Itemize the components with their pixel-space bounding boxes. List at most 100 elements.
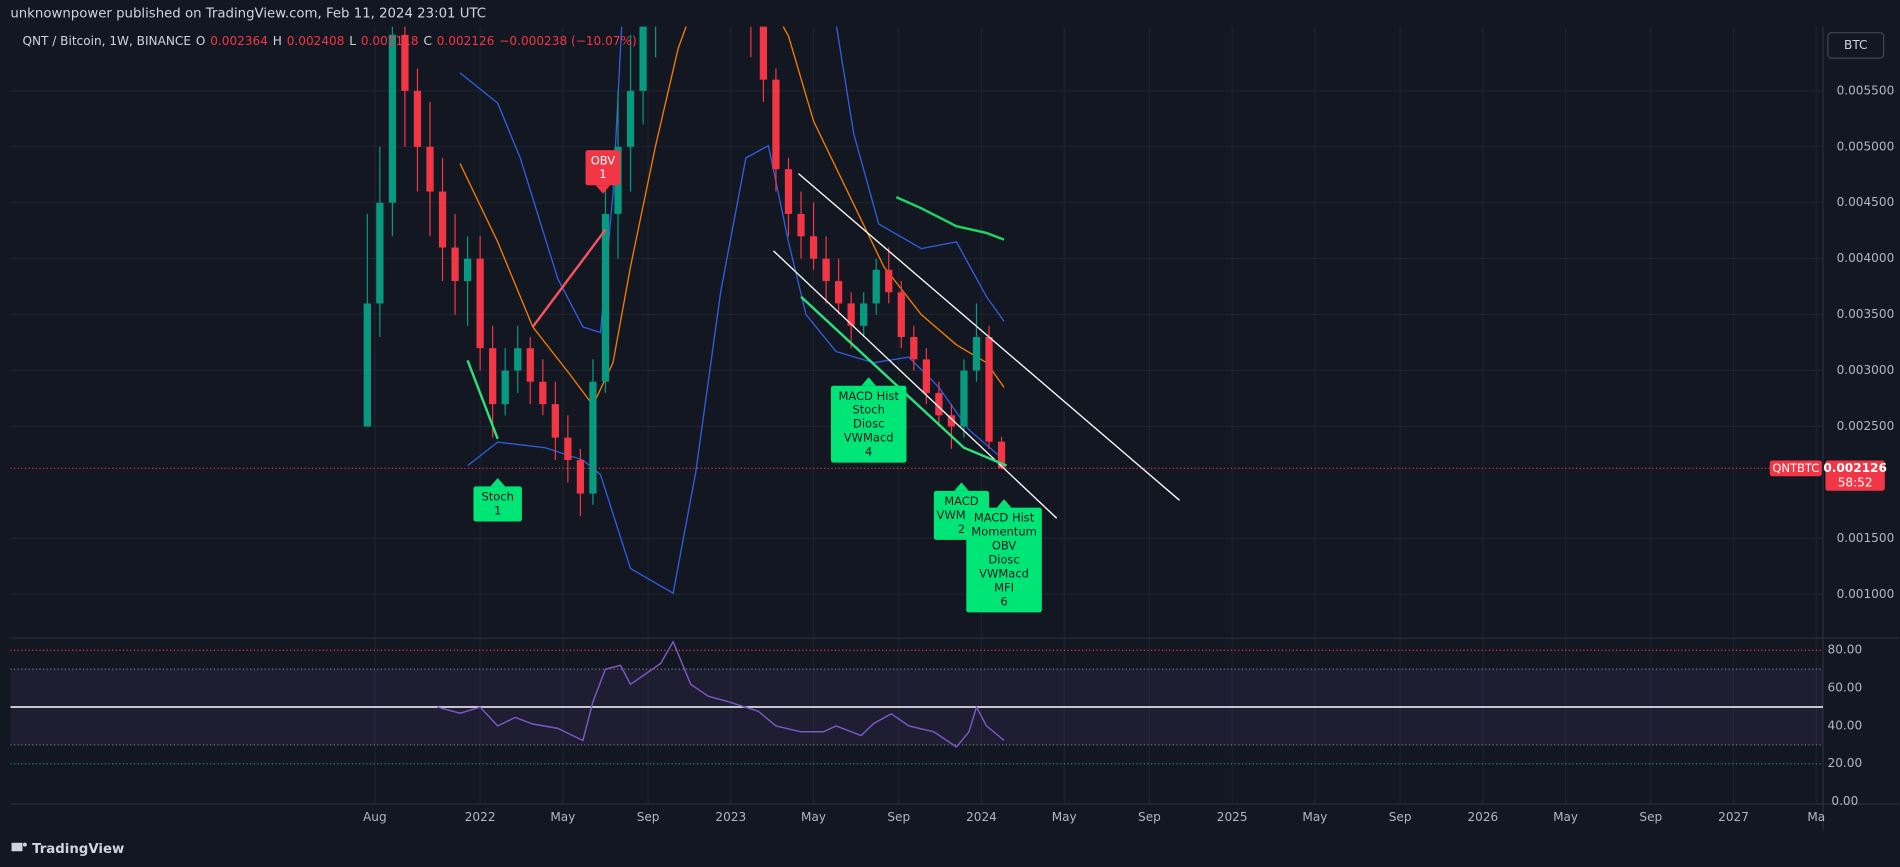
- indicator-line: [459, 26, 1005, 407]
- trend-line: [800, 295, 1008, 467]
- trend-line: [798, 173, 1180, 501]
- candle-body: [997, 441, 1006, 469]
- y-tick-label: 0.004000: [1837, 251, 1895, 265]
- rsi-tick-label: 80.00: [1828, 643, 1863, 657]
- candle-body: [972, 336, 981, 371]
- signal-text: 1: [494, 503, 501, 517]
- symbol-tag: [1769, 460, 1822, 477]
- y-tick-label: 0.003500: [1837, 307, 1895, 321]
- signal-text: 4: [865, 445, 872, 459]
- signal-pointer: [595, 185, 611, 194]
- candle-body: [935, 392, 943, 416]
- candle-body: [426, 146, 434, 192]
- rsi-pane: [10, 640, 1824, 765]
- candle-body: [922, 359, 930, 393]
- candle-body: [822, 258, 830, 282]
- signal-text: OBV: [992, 539, 1017, 553]
- legend-part: O: [196, 34, 206, 48]
- candle-body: [947, 415, 956, 427]
- signal-text: Diosc: [853, 417, 884, 431]
- signal-text: 6: [1000, 594, 1007, 608]
- candle-body: [451, 247, 459, 282]
- symbol-legend: QNT / Bitcoin, 1W, BINANCE O 0.002364 H 0.00…: [22, 34, 636, 48]
- candle-body: [539, 381, 547, 405]
- candle-body: [401, 34, 409, 91]
- y-tick-label: 0.005000: [1837, 139, 1895, 153]
- x-tick-label: Sep: [887, 810, 910, 824]
- signal-box: [830, 385, 907, 463]
- x-tick-label: Sep: [637, 810, 660, 824]
- candle-body: [626, 90, 635, 147]
- x-tick-label: 2025: [1217, 810, 1248, 824]
- y-tick-label: 0.005500: [1837, 83, 1895, 97]
- candle-body: [363, 303, 371, 427]
- signal-pointer: [954, 482, 969, 491]
- y-tick-label: 0.002500: [1837, 419, 1895, 433]
- symbol-tag-text: QNTBTC: [1772, 461, 1819, 475]
- signal-text: Stoch: [481, 490, 513, 504]
- candle-body: [847, 303, 855, 326]
- countdown-text: 58:52: [1838, 475, 1873, 489]
- x-tick-label: 2027: [1718, 810, 1749, 824]
- x-tick-label: 2024: [966, 810, 997, 824]
- signal-text: MACD Hist: [838, 389, 899, 403]
- x-tick-label: May: [1052, 810, 1077, 824]
- trend-line: [531, 228, 607, 328]
- x-tick-label: May: [1302, 810, 1327, 824]
- signal-pointer: [996, 499, 1012, 508]
- candle-body: [872, 269, 880, 304]
- rsi-tick-label: 20.00: [1828, 756, 1863, 770]
- published-line: unknownpower published on TradingView.co…: [10, 6, 486, 21]
- x-tick-label: May: [801, 810, 826, 824]
- signal-text: 2: [958, 522, 965, 536]
- legend-part: H: [273, 34, 282, 48]
- signal-pointer: [490, 477, 505, 487]
- y-tick-label: 0.001000: [1837, 587, 1895, 601]
- candle-body: [551, 404, 559, 438]
- candle-body: [759, 26, 768, 80]
- candle-body: [910, 336, 918, 360]
- x-tick-label: Aug: [363, 810, 387, 824]
- indicator-line: [459, 26, 1005, 334]
- candle-body: [576, 460, 585, 494]
- candle-body: [388, 34, 397, 203]
- signal-text: VWMacd: [979, 566, 1029, 580]
- candle-body: [897, 292, 905, 337]
- candle-body: [589, 381, 597, 494]
- indicator-line: [895, 196, 1005, 241]
- x-tick-label: 2026: [1467, 810, 1498, 824]
- rsi-tick-label: 60.00: [1828, 681, 1863, 695]
- signal-text: VWMacd: [844, 431, 894, 445]
- candle-body: [797, 213, 805, 237]
- legend-part: 0.002118: [361, 34, 419, 48]
- signal-box: [966, 507, 1042, 613]
- trend-line: [466, 360, 499, 440]
- signal-box: [473, 486, 522, 522]
- signal-text: MACD Hist: [974, 511, 1035, 525]
- y-tick-label: 0.003000: [1837, 363, 1895, 377]
- signal-text: MACD: [944, 494, 979, 508]
- price-tag-text: 0.002126: [1823, 461, 1887, 475]
- currency-label[interactable]: BTC: [1844, 38, 1867, 52]
- currency-button[interactable]: [1827, 32, 1885, 59]
- candle-body: [463, 258, 472, 282]
- candle-body: [601, 213, 610, 382]
- candle-body: [564, 437, 572, 461]
- candle-body: [885, 269, 893, 293]
- signal-text: MFI: [994, 580, 1014, 594]
- candle-body: [784, 169, 793, 214]
- signal-text: OBV: [591, 153, 616, 167]
- rsi-tick-label: 0.00: [1831, 794, 1858, 808]
- candle-body: [413, 90, 422, 147]
- rsi-tick-label: 40.00: [1828, 718, 1863, 732]
- signal-text: Momentum: [971, 525, 1037, 539]
- candle-body: [526, 348, 534, 382]
- price-tag: [1825, 460, 1885, 491]
- x-tick-label: Ma: [1807, 810, 1825, 824]
- candle-body: [860, 303, 868, 326]
- signal-text: Stoch: [852, 403, 884, 417]
- candle-body: [809, 236, 818, 259]
- legend-part: QNT / Bitcoin, 1W, BINANCE: [22, 34, 191, 48]
